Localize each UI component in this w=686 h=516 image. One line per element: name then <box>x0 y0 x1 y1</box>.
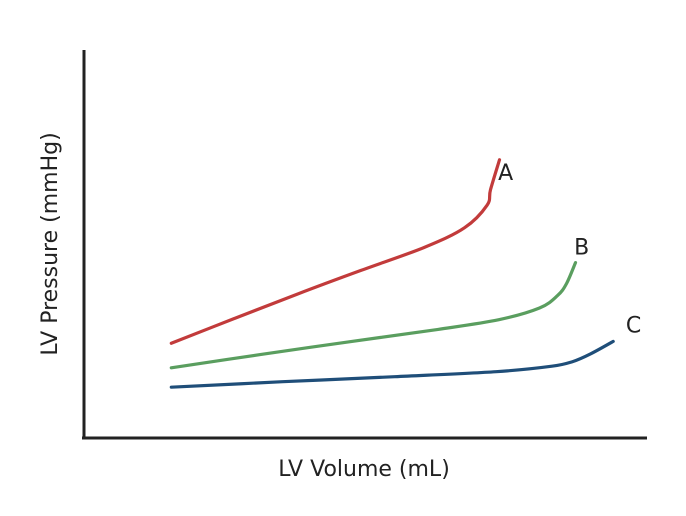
x-axis-title: LV Volume (mL) <box>278 457 450 482</box>
series-label-a: A <box>498 161 513 186</box>
series-label-layer: A B C <box>498 161 641 338</box>
series-line-b <box>169 261 578 370</box>
y-axis-title: LV Pressure (mmHg) <box>38 132 63 355</box>
series-line-a <box>169 158 502 345</box>
series-label-c: C <box>626 313 641 338</box>
series-line-c <box>169 339 615 389</box>
series-layer <box>169 158 615 389</box>
series-label-b: B <box>574 236 589 261</box>
